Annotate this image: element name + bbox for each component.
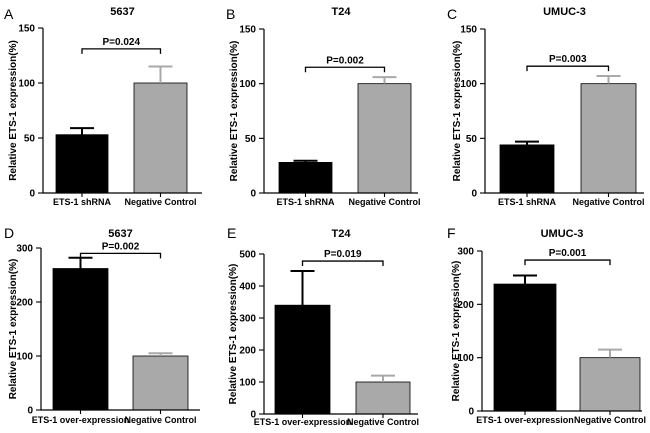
panel-letter: D <box>4 225 14 241</box>
y-tick-label: 150 <box>239 25 256 36</box>
bar <box>355 381 411 415</box>
p-value-label: P=0.019 <box>324 249 362 260</box>
y-tick-label: 300 <box>16 244 33 255</box>
y-axis-label: Relative ETS-1 expression(%) <box>8 259 19 400</box>
significance-bracket <box>301 260 384 267</box>
error-bar <box>148 65 173 83</box>
bar <box>278 161 333 194</box>
significance-bracket <box>526 65 610 72</box>
error-bar <box>70 127 94 135</box>
error-bar <box>68 256 93 269</box>
category-label: ETS-1 over-expression <box>254 417 352 427</box>
error-bar <box>513 274 537 285</box>
error-bar <box>372 76 397 84</box>
bar <box>133 82 188 194</box>
category-label: Negative Control <box>572 197 644 207</box>
category-label: ETS-1 over-expression <box>32 415 130 425</box>
error-bar <box>290 269 315 306</box>
chart-panel-f: F UMUC-3 Relative ETS-1 expression(%) 0 100 2… <box>447 225 646 425</box>
y-tick-label: 400 <box>239 282 256 293</box>
p-value-label: P=0.024 <box>102 37 140 48</box>
bar <box>52 268 109 411</box>
y-tick-label: 150 <box>18 24 35 35</box>
category-label: ETS-1 shRNA <box>276 197 335 207</box>
y-tick-label: 100 <box>460 79 477 90</box>
chart-title: UMUC-3 <box>543 6 586 18</box>
category-label: Negative Control <box>574 415 646 425</box>
chart-panel-c: C UMUC-3 Relative ETS-1 expression(%) 0 50 10… <box>447 6 645 207</box>
y-tick-label: 300 <box>239 314 256 325</box>
y-tick-label: 200 <box>457 300 474 311</box>
panel-letter: F <box>447 225 456 241</box>
significance-bracket <box>524 259 611 266</box>
chart-title: T24 <box>332 6 352 18</box>
chart-title: T24 <box>332 228 352 240</box>
y-axis-label: Relative ETS-1 expression(%) <box>229 41 240 182</box>
bar <box>579 357 641 412</box>
bar <box>357 83 412 194</box>
y-tick-label: 0 <box>250 189 256 200</box>
category-label: ETS-1 shRNA <box>53 197 112 207</box>
y-tick-label: 50 <box>466 134 478 145</box>
panel-letter: E <box>227 225 236 241</box>
significance-bracket <box>304 66 386 73</box>
bar <box>55 134 109 194</box>
p-value-label: P=0.003 <box>549 54 587 65</box>
chart-panel-d: D 5637 Relative ETS-1 expression(%) 0 100 200… <box>4 225 200 425</box>
chart-title: UMUC-3 <box>541 228 584 240</box>
chart-title: 5637 <box>108 228 132 240</box>
bar <box>132 355 189 411</box>
y-tick-label: 100 <box>16 352 33 363</box>
y-axis-label: Relative ETS-1 expression(%) <box>451 261 462 402</box>
error-bar <box>515 140 539 145</box>
bar <box>274 304 331 415</box>
chart-panel-b: B T24 Relative ETS-1 expression(%) 0 50 100 15… <box>226 6 421 207</box>
category-label: Negative Control <box>348 197 420 207</box>
y-tick-label: 100 <box>239 378 256 389</box>
y-tick-label: 200 <box>239 346 256 357</box>
error-bar <box>598 348 622 358</box>
panel-letter: A <box>4 6 14 22</box>
error-bar <box>596 75 621 84</box>
y-tick-label: 0 <box>29 189 35 200</box>
p-value-label: P=0.001 <box>549 248 587 259</box>
chart-title: 5637 <box>110 6 134 18</box>
bar <box>493 283 557 412</box>
panel-letter: C <box>447 6 457 22</box>
y-axis-label: Relative ETS-1 expression(%) <box>452 41 463 182</box>
y-tick-label: 100 <box>239 79 256 90</box>
error-bar <box>148 352 173 356</box>
y-tick-label: 50 <box>245 134 257 145</box>
panel-letter: B <box>226 6 235 22</box>
p-value-label: P=0.002 <box>102 241 140 252</box>
category-label: Negative Control <box>124 415 196 425</box>
y-axis-label: Relative ETS-1 expression(%) <box>8 40 19 181</box>
y-tick-label: 0 <box>27 406 33 417</box>
y-axis-label: Relative ETS-1 expression(%) <box>228 264 239 405</box>
bar <box>499 144 555 194</box>
error-bar <box>371 374 395 382</box>
y-tick-label: 100 <box>457 353 474 364</box>
significance-bracket <box>81 48 162 54</box>
significance-bracket <box>79 252 162 259</box>
y-tick-label: 0 <box>471 189 477 200</box>
y-tick-label: 200 <box>16 298 33 309</box>
y-tick-label: 150 <box>460 25 477 36</box>
y-tick-label: 300 <box>457 247 474 258</box>
y-tick-label: 0 <box>250 410 256 421</box>
category-label: Negative Control <box>347 417 419 427</box>
chart-panel-a: A 5637 Relative ETS-1 expression(%) 0 50 100 1… <box>4 6 202 207</box>
y-tick-label: 500 <box>239 250 256 261</box>
chart-panel-e: E T24 Relative ETS-1 expression(%) 0 100 200 3… <box>227 225 419 427</box>
category-label: ETS-1 over-expression <box>476 415 574 425</box>
p-value-label: P=0.002 <box>326 55 364 66</box>
y-tick-label: 50 <box>24 134 36 145</box>
bar <box>580 83 637 194</box>
y-tick-label: 0 <box>468 407 474 418</box>
category-label: ETS-1 shRNA <box>498 197 557 207</box>
error-bar <box>293 159 318 163</box>
y-tick-label: 100 <box>18 79 35 90</box>
category-label: Negative Control <box>124 197 196 207</box>
